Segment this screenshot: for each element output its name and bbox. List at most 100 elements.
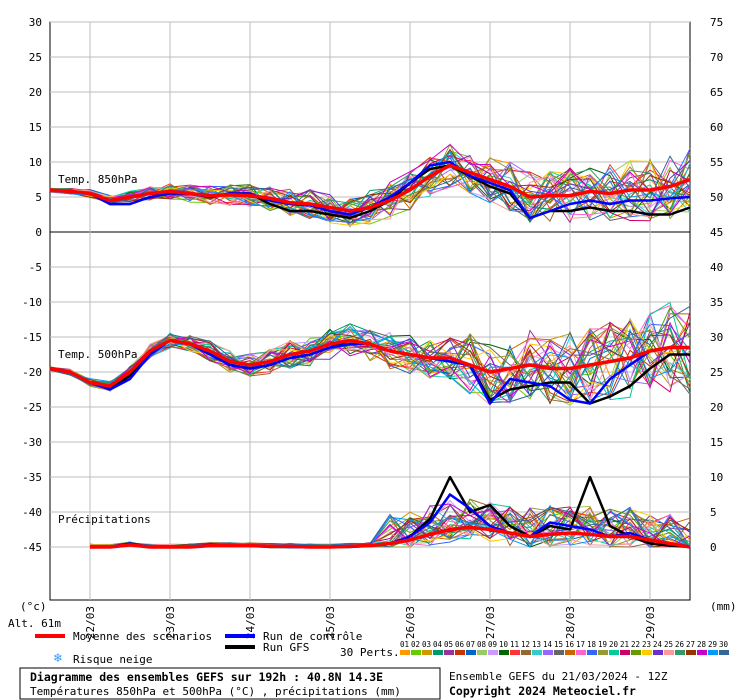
- pert-line-t850: [49, 156, 691, 221]
- left-tick-label: -15: [22, 331, 42, 344]
- altitude-label: Alt. 61m: [8, 617, 61, 630]
- pert-number: 12: [521, 640, 530, 649]
- left-tick-label: -25: [22, 401, 42, 414]
- left-axis-ticks: 30 25 20 15 10 5 0 -5 -10 -15 -20 -25 -30 -35 -40 -45: [22, 16, 42, 554]
- panel-label-precip: Précipitations: [58, 513, 151, 526]
- snowflake-icon: ❄: [53, 651, 63, 665]
- pert-swatch: [499, 650, 509, 655]
- right-tick-label: 20: [710, 401, 723, 414]
- pert-number: 10: [499, 640, 509, 649]
- pert-swatch: [664, 650, 674, 655]
- date-tick-label: 24/03: [244, 606, 257, 639]
- left-unit-label: (°c): [20, 600, 47, 613]
- pert-line-t850: [49, 148, 691, 220]
- pert-swatch: [477, 650, 487, 655]
- pert-number: 20: [609, 640, 619, 649]
- legend-control-label: Run de contrôle: [263, 630, 362, 643]
- date-tick-label: 22/03: [84, 606, 97, 639]
- pert-swatch: [631, 650, 641, 655]
- pert-line-t500: [49, 305, 691, 404]
- left-tick-label: 25: [29, 51, 42, 64]
- left-tick-label: 0: [35, 226, 42, 239]
- pert-swatch: [488, 650, 498, 655]
- pert-number: 13: [532, 640, 541, 649]
- right-tick-label: 15: [710, 436, 723, 449]
- pert-number: 27: [686, 640, 695, 649]
- date-tick-label: 29/03: [644, 606, 657, 639]
- pert-swatch: [433, 650, 443, 655]
- pert-swatch: [521, 650, 531, 655]
- pert-number: 01: [400, 640, 409, 649]
- pert-number: 19: [598, 640, 607, 649]
- pert-number: 11: [510, 640, 519, 649]
- pert-number: 25: [664, 640, 673, 649]
- left-tick-label: -10: [22, 296, 42, 309]
- pert-number: 08: [477, 640, 487, 649]
- pert-number: 15: [554, 640, 563, 649]
- series-line-precip: [90, 525, 691, 549]
- pert-number: 14: [543, 640, 553, 649]
- pert-swatch: [510, 650, 520, 655]
- pert-swatch: [466, 650, 476, 655]
- pert-number: 29: [708, 640, 717, 649]
- pert-swatch: [642, 650, 652, 655]
- footer-title: Diagramme des ensembles GEFS sur 192h : …: [30, 670, 383, 684]
- pert-swatch: [532, 650, 542, 655]
- pert-swatch: [719, 650, 729, 655]
- pert-number: 02: [411, 640, 420, 649]
- run-info: Ensemble GEFS du 21/03/2024 - 12Z: [449, 670, 668, 683]
- pert-swatch: [400, 650, 410, 655]
- right-tick-label: 70: [710, 51, 723, 64]
- panel-label-t850: Temp. 850hPa: [58, 173, 137, 186]
- pert-swatch: [444, 650, 454, 655]
- legend-snow-label: Risque neige: [73, 653, 152, 666]
- right-tick-label: 0: [710, 541, 717, 554]
- pert-swatch: [455, 650, 465, 655]
- left-tick-label: 20: [29, 86, 42, 99]
- footer-subtitle: Températures 850hPa et 500hPa (°C) , pré…: [30, 685, 401, 698]
- right-tick-label: 5: [710, 506, 717, 519]
- date-tick-label: 26/03: [404, 606, 417, 639]
- pert-number: 04: [433, 640, 443, 649]
- pert-swatch: [411, 650, 421, 655]
- pert-line-t500: [49, 323, 691, 406]
- pert-swatch: [565, 650, 575, 655]
- right-tick-label: 10: [710, 471, 723, 484]
- pert-swatch: [609, 650, 619, 655]
- pert-number: 23: [642, 640, 651, 649]
- right-tick-label: 55: [710, 156, 723, 169]
- pert-number: 06: [455, 640, 465, 649]
- pert-number: 26: [675, 640, 685, 649]
- right-tick-label: 35: [710, 296, 723, 309]
- pert-swatch: [587, 650, 597, 655]
- series-line-t850: [49, 163, 691, 213]
- left-tick-label: -30: [22, 436, 42, 449]
- pert-number: 28: [697, 640, 707, 649]
- pert-swatch: [554, 650, 564, 655]
- date-tick-label: 28/03: [564, 606, 577, 639]
- pert-swatch: [653, 650, 663, 655]
- pert-swatch: [576, 650, 586, 655]
- left-tick-label: -5: [29, 261, 42, 274]
- pert-number: 09: [488, 640, 497, 649]
- date-axis-ticks: 22/03 23/03 24/03 25/03 26/03 27/03 28/03 29/03: [84, 606, 657, 639]
- pert-number: 07: [466, 640, 475, 649]
- right-tick-label: 30: [710, 331, 723, 344]
- right-tick-label: 50: [710, 191, 723, 204]
- legend-gfs-label: Run GFS: [263, 641, 309, 654]
- pert-number: 16: [565, 640, 575, 649]
- pert-number: 21: [620, 640, 629, 649]
- left-tick-label: -20: [22, 366, 42, 379]
- date-tick-label: 25/03: [324, 606, 337, 639]
- date-tick-label: 23/03: [164, 606, 177, 639]
- legend-mean-label: Moyenne des scénarios: [73, 630, 212, 643]
- left-tick-label: -45: [22, 541, 42, 554]
- left-tick-label: -35: [22, 471, 42, 484]
- main-series-lines: [49, 160, 691, 549]
- pert-number: 22: [631, 640, 640, 649]
- footer-box: [19, 667, 441, 700]
- pert-swatch: [598, 650, 608, 655]
- pert-swatch: [708, 650, 718, 655]
